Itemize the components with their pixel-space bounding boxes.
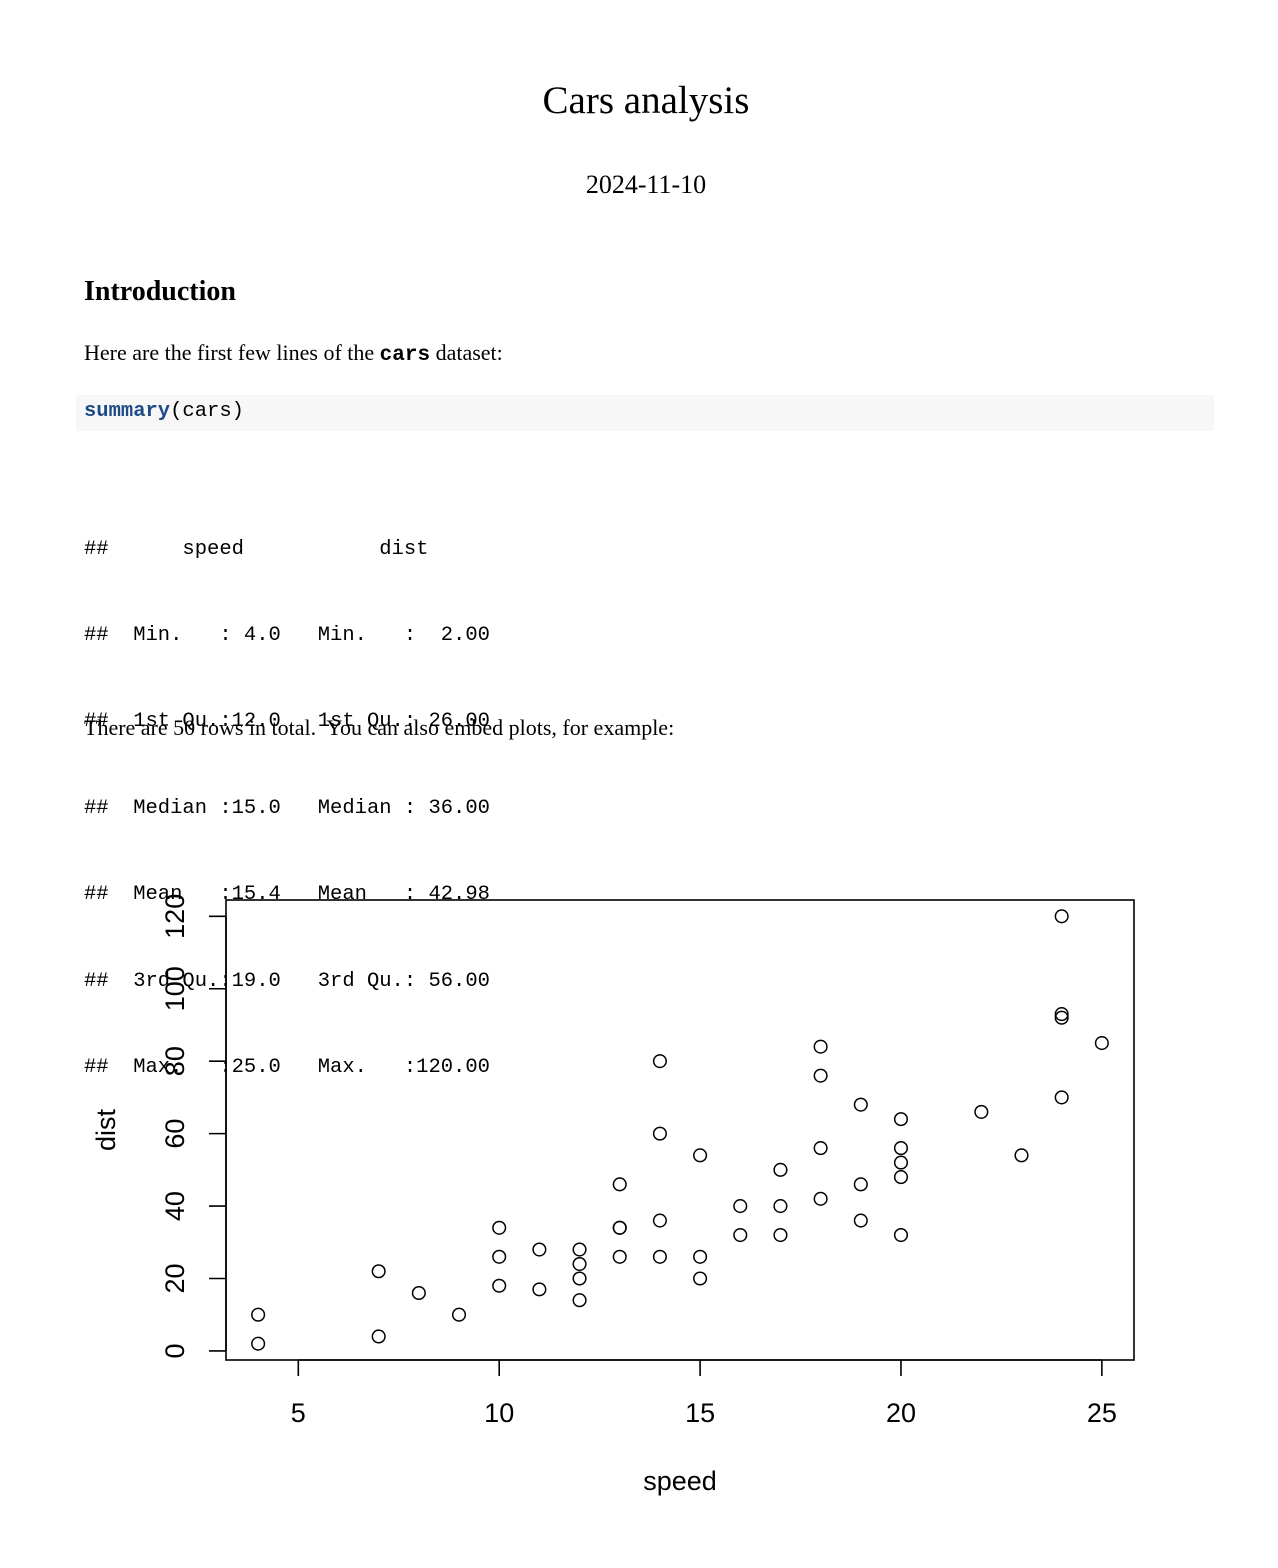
data-point xyxy=(1054,909,1069,924)
output-line: ## speed dist xyxy=(84,537,515,561)
data-point xyxy=(853,1097,868,1112)
data-point xyxy=(733,1199,748,1214)
document-date: 2024-11-10 xyxy=(585,170,707,199)
data-point xyxy=(893,1141,909,1156)
data-point xyxy=(773,1162,788,1177)
data-point xyxy=(893,1170,909,1185)
data-point xyxy=(693,1148,708,1163)
data-point xyxy=(813,1141,828,1156)
data-point xyxy=(893,1155,909,1170)
data-point xyxy=(1094,1036,1109,1051)
data-point xyxy=(652,1213,667,1228)
data-point xyxy=(572,1293,587,1308)
x-axis-label: speed xyxy=(643,1466,717,1496)
data-point xyxy=(532,1242,547,1257)
output-line: ## Min. : 4.0 Min. : 2.00 xyxy=(84,623,515,647)
y-tick-label: 0 xyxy=(160,1343,190,1358)
data-point xyxy=(572,1271,587,1286)
data-point xyxy=(1014,1148,1029,1163)
data-point xyxy=(1054,1010,1069,1025)
inline-code-cars: cars xyxy=(379,344,431,367)
data-point xyxy=(492,1249,507,1264)
data-point xyxy=(492,1278,507,1293)
data-points xyxy=(251,909,1109,1351)
data-point xyxy=(773,1227,788,1243)
code-line: summary(cars) xyxy=(84,400,244,423)
data-point xyxy=(893,1227,909,1243)
data-point xyxy=(411,1285,426,1301)
data-point xyxy=(733,1227,748,1243)
data-point xyxy=(251,1336,266,1351)
data-point xyxy=(693,1271,708,1286)
output-line: ## Max. :25.0 Max. :120.00 xyxy=(84,1055,515,1079)
data-point xyxy=(693,1249,708,1264)
y-tick-label: 60 xyxy=(160,1119,190,1149)
y-tick-label: 80 xyxy=(160,1046,190,1076)
data-point xyxy=(813,1068,828,1083)
y-axis-label: dist xyxy=(91,1109,121,1152)
data-point xyxy=(572,1256,587,1272)
data-point xyxy=(251,1307,266,1322)
code-function-args: (cars) xyxy=(170,400,244,423)
data-point xyxy=(612,1249,627,1264)
x-tick-label: 20 xyxy=(886,1398,916,1428)
data-point xyxy=(853,1213,868,1228)
intro-paragraph: Here are the first few lines of the cars… xyxy=(84,340,503,367)
data-point xyxy=(371,1264,386,1279)
x-tick-label: 10 xyxy=(484,1398,514,1428)
data-point xyxy=(893,1112,909,1127)
x-tick-label: 25 xyxy=(1087,1398,1117,1428)
y-tick-label: 120 xyxy=(160,894,190,939)
plot-frame xyxy=(225,899,1135,1361)
data-point xyxy=(612,1177,627,1192)
data-point xyxy=(652,1054,667,1069)
data-point xyxy=(652,1126,667,1141)
data-point xyxy=(451,1307,467,1322)
code-chunk: summary(cars) xyxy=(76,395,1214,431)
document-title: Cars analysis xyxy=(542,79,750,122)
output-line: ## 3rd Qu.:19.0 3rd Qu.: 56.00 xyxy=(84,969,515,993)
data-point xyxy=(612,1220,627,1235)
output-line: ## Median :15.0 Median : 36.00 xyxy=(84,796,515,820)
x-axis: 5 10 15 20 25 xyxy=(291,1359,1117,1428)
code-function-name: summary xyxy=(84,400,171,423)
y-tick-label: 40 xyxy=(160,1191,190,1221)
data-point xyxy=(371,1329,386,1344)
data-point xyxy=(532,1282,547,1297)
data-point xyxy=(974,1104,989,1119)
data-point xyxy=(773,1199,788,1214)
data-point xyxy=(813,1191,828,1206)
rows-paragraph: There are 50 rows in total. You can also… xyxy=(84,715,675,740)
y-tick-label: 100 xyxy=(160,966,190,1011)
data-point xyxy=(1054,1007,1069,1022)
data-point xyxy=(853,1177,868,1192)
data-point xyxy=(813,1039,828,1054)
intro-text-before: Here are the first few lines of the xyxy=(84,340,380,365)
y-tick-label: 20 xyxy=(160,1263,190,1293)
data-point xyxy=(652,1249,667,1264)
y-axis: 0 20 40 60 80 100 120 xyxy=(160,894,227,1358)
intro-text-after: dataset: xyxy=(430,340,503,365)
section-heading-introduction: Introduction xyxy=(84,276,236,307)
x-tick-label: 15 xyxy=(685,1398,715,1428)
data-point xyxy=(572,1242,587,1257)
x-tick-label: 5 xyxy=(291,1398,306,1428)
data-point xyxy=(492,1220,507,1235)
output-line: ## 1st Qu.:12.0 1st Qu.: 26.00 xyxy=(84,710,515,734)
data-point xyxy=(1054,1090,1069,1105)
